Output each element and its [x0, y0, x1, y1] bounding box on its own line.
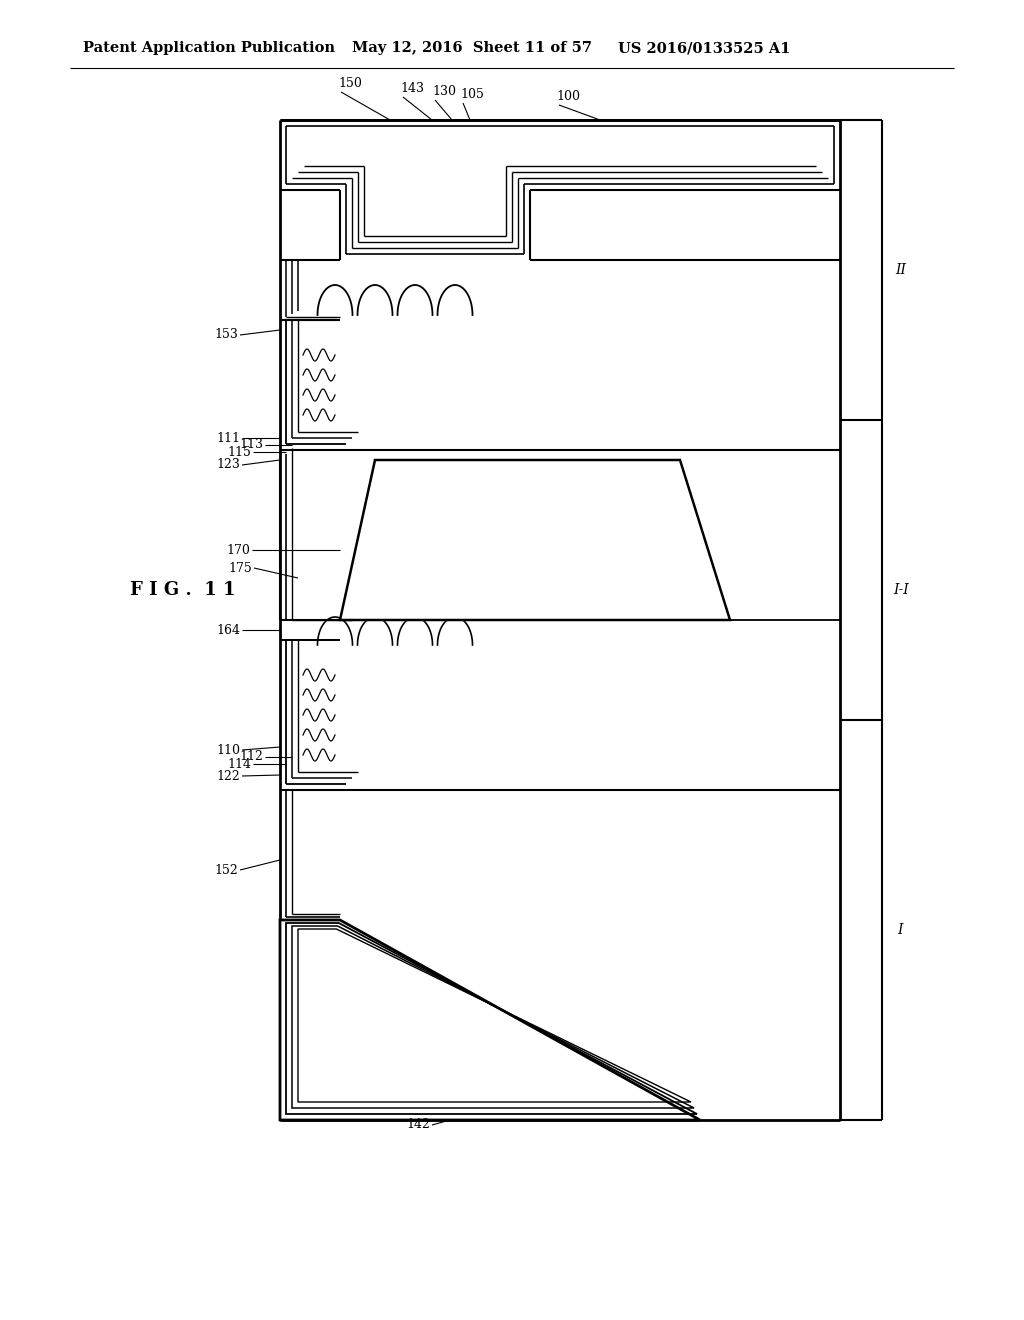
Text: 100: 100 [556, 90, 580, 103]
Text: 175: 175 [228, 561, 252, 574]
Text: 150: 150 [338, 77, 361, 90]
Polygon shape [340, 459, 730, 620]
Text: 153: 153 [214, 329, 238, 342]
Text: 105: 105 [460, 88, 484, 102]
Text: 115: 115 [227, 446, 251, 458]
Text: I-I: I-I [893, 583, 908, 597]
Text: 142: 142 [407, 1118, 430, 1131]
Text: 123: 123 [216, 458, 240, 471]
Text: I: I [897, 923, 902, 937]
Text: 130: 130 [432, 84, 456, 98]
Text: 164: 164 [216, 623, 240, 636]
Text: 111: 111 [216, 432, 240, 445]
Text: US 2016/0133525 A1: US 2016/0133525 A1 [618, 41, 791, 55]
Text: 110: 110 [216, 743, 240, 756]
Text: 170: 170 [226, 544, 250, 557]
Text: 112: 112 [240, 751, 263, 763]
Text: 143: 143 [400, 82, 424, 95]
Text: 113: 113 [239, 438, 263, 451]
Text: II: II [895, 263, 906, 277]
Polygon shape [280, 920, 700, 1119]
Text: 122: 122 [216, 770, 240, 783]
Text: F I G .  1 1: F I G . 1 1 [130, 581, 236, 599]
Text: 152: 152 [214, 863, 238, 876]
Text: May 12, 2016  Sheet 11 of 57: May 12, 2016 Sheet 11 of 57 [352, 41, 592, 55]
Text: 114: 114 [227, 758, 251, 771]
Text: Patent Application Publication: Patent Application Publication [83, 41, 335, 55]
